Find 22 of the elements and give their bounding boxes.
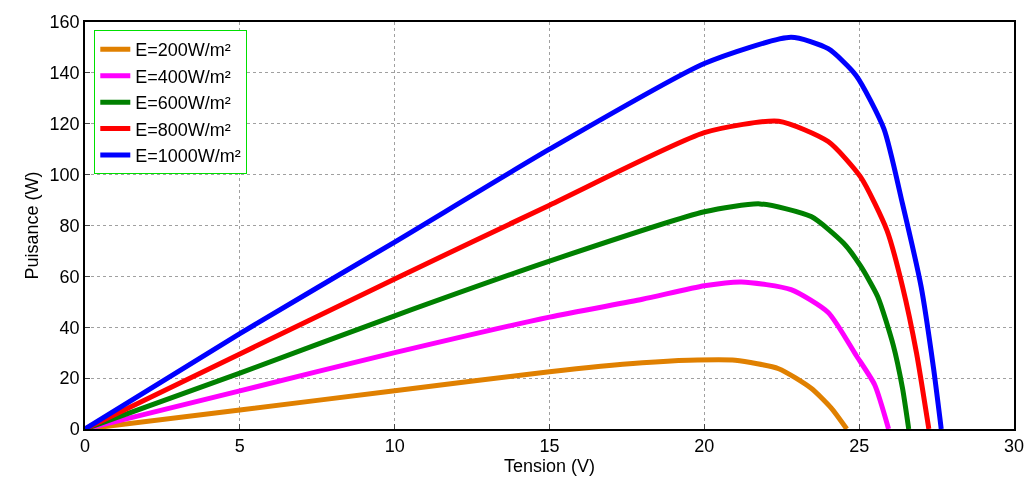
x-tick-label: 10 [384,436,405,457]
x-tick-label: 20 [694,436,715,457]
x-tick-label: 15 [539,436,560,457]
legend-label: E=800W/m² [135,119,231,140]
y-tick-label: 100 [49,164,80,185]
y-tick-label: 140 [49,63,80,84]
x-tick-label: 30 [1003,436,1025,457]
y-tick-label: 40 [59,317,80,338]
legend-label: E=400W/m² [135,66,231,87]
y-tick-label: 160 [49,12,80,33]
y-axis-title: Puisance (W) [22,171,43,280]
legend-label: E=1000W/m² [135,145,241,166]
legend-label: E=200W/m² [135,40,231,61]
y-tick-label: 0 [69,419,80,440]
y-tick-label: 80 [59,215,80,236]
x-tick-label: 5 [234,436,245,457]
y-tick-label: 20 [59,368,80,389]
y-tick-label: 60 [59,266,80,287]
x-axis-title: Tension (V) [503,456,596,477]
x-tick-label: 25 [849,436,870,457]
y-tick-label: 120 [49,114,80,135]
legend-label: E=600W/m² [135,93,231,114]
